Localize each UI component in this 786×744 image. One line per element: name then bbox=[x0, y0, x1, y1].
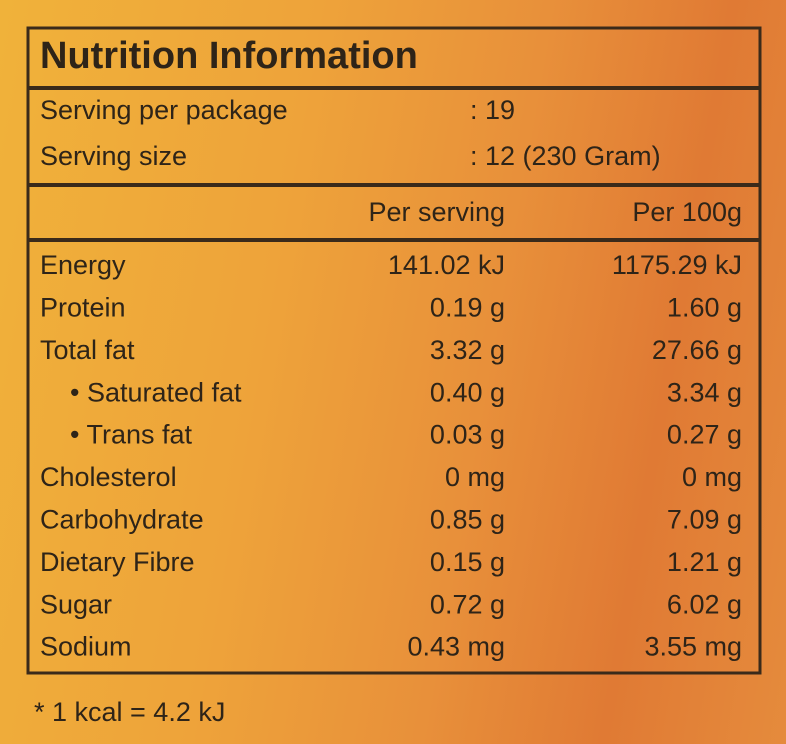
title: Nutrition Information bbox=[40, 35, 418, 77]
nutrient-name: Energy bbox=[40, 250, 126, 280]
serving-value: : 12 (230 Gram) bbox=[470, 141, 661, 171]
nutrient-name: Total fat bbox=[40, 335, 135, 365]
per-serving-value: 0.40 g bbox=[430, 377, 505, 407]
serving-value: : 19 bbox=[470, 95, 515, 125]
per-100g-value: 6.02 g bbox=[667, 589, 742, 619]
serving-label: Serving per package bbox=[40, 95, 288, 125]
nutrient-name: Carbohydrate bbox=[40, 505, 204, 535]
nutrient-name: Sodium bbox=[40, 632, 132, 662]
per-serving-value: 3.32 g bbox=[430, 335, 505, 365]
per-serving-value: 0.43 mg bbox=[407, 632, 505, 662]
per-100g-value: 27.66 g bbox=[652, 335, 742, 365]
per-serving-value: 0 mg bbox=[445, 462, 505, 492]
nutrient-name: Cholesterol bbox=[40, 462, 177, 492]
per-100g-value: 0.27 g bbox=[667, 420, 742, 450]
label-border bbox=[26, 26, 762, 675]
nutrient-name: Sugar bbox=[40, 589, 112, 619]
per-serving-value: 0.85 g bbox=[430, 505, 505, 535]
rows: Serving per package : 19 Serving size : 12 … bbox=[34, 95, 742, 727]
per-serving-value: 141.02 kJ bbox=[388, 250, 505, 280]
column-header: Per serving bbox=[368, 197, 505, 227]
per-100g-value: 1.60 g bbox=[667, 293, 742, 323]
per-100g-value: 0 mg bbox=[682, 462, 742, 492]
serving-label: Serving size bbox=[40, 141, 187, 171]
per-100g-value: 3.34 g bbox=[667, 377, 742, 407]
per-100g-value: 1.21 g bbox=[667, 547, 742, 577]
nutrient-name: • Saturated fat bbox=[70, 377, 242, 407]
per-100g-value: 3.55 mg bbox=[644, 632, 742, 662]
per-100g-value: 1175.29 kJ bbox=[612, 250, 742, 280]
per-100g-value: 7.09 g bbox=[667, 505, 742, 535]
footnote: * 1 kcal = 4.2 kJ bbox=[34, 697, 225, 727]
nutrient-name: Dietary Fibre bbox=[40, 547, 195, 577]
per-serving-value: 0.72 g bbox=[430, 589, 505, 619]
per-serving-value: 0.03 g bbox=[430, 420, 505, 450]
column-header: Per 100g bbox=[632, 197, 742, 227]
per-serving-value: 0.19 g bbox=[430, 293, 505, 323]
nutrient-name: Protein bbox=[40, 293, 126, 323]
per-serving-value: 0.15 g bbox=[430, 547, 505, 577]
nutrient-name: • Trans fat bbox=[70, 420, 192, 450]
